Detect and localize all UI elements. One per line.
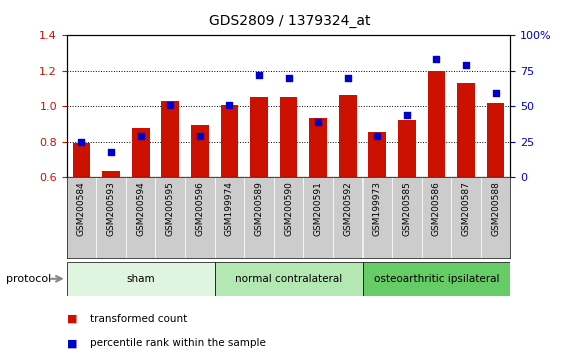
Text: GSM199973: GSM199973 [373,181,382,236]
Bar [309,118,327,177]
Bar [155,177,185,258]
Text: GSM200587: GSM200587 [462,181,470,236]
Text: GSM199974: GSM199974 [225,181,234,236]
Point [284,75,293,81]
Bar [215,262,362,296]
Point [491,91,500,96]
Point [136,133,145,139]
Bar [339,95,357,177]
Bar [244,177,274,258]
Bar [457,83,475,177]
Text: GSM200586: GSM200586 [432,181,441,236]
Bar [132,128,150,177]
Bar [333,177,362,258]
Text: sham: sham [126,274,155,284]
Bar [215,177,244,258]
Bar [427,71,445,177]
Text: transformed count: transformed count [90,314,187,324]
Point [195,133,204,139]
Point [166,102,175,108]
Text: GSM200584: GSM200584 [77,181,86,236]
Bar [102,171,120,177]
Bar [67,262,215,296]
Bar [72,143,90,177]
Point [432,57,441,62]
Text: percentile rank within the sample: percentile rank within the sample [90,338,266,348]
Text: GSM200596: GSM200596 [195,181,204,236]
Bar [280,97,298,177]
Bar [274,177,303,258]
Text: GSM200592: GSM200592 [343,181,352,236]
Point [462,62,471,68]
Point [107,149,116,154]
Bar [451,177,481,258]
Bar [185,177,215,258]
Bar [250,97,268,177]
Point [77,139,86,144]
Text: GSM200593: GSM200593 [107,181,115,236]
Text: GSM200591: GSM200591 [314,181,322,236]
Text: GDS2809 / 1379324_at: GDS2809 / 1379324_at [209,14,371,28]
Bar [161,101,179,177]
Text: ■: ■ [67,338,77,348]
Text: osteoarthritic ipsilateral: osteoarthritic ipsilateral [374,274,499,284]
Bar [220,105,238,177]
Text: protocol: protocol [6,274,51,284]
Point [224,102,234,108]
Bar [362,177,392,258]
Text: GSM200594: GSM200594 [136,181,145,236]
Bar [487,103,505,177]
Point [313,119,322,125]
Bar [96,177,126,258]
Bar [398,120,416,177]
Bar [191,125,209,177]
Point [343,75,352,81]
Point [372,133,382,139]
Point [255,72,264,78]
Text: GSM200589: GSM200589 [255,181,263,236]
Bar [422,177,451,258]
Text: GSM200585: GSM200585 [403,181,411,236]
Bar [126,177,155,258]
Bar [303,177,333,258]
Text: GSM200588: GSM200588 [491,181,500,236]
Text: ■: ■ [67,314,77,324]
Bar [392,177,422,258]
Bar [368,132,386,177]
Point [403,112,412,118]
Text: normal contralateral: normal contralateral [235,274,342,284]
Text: GSM200590: GSM200590 [284,181,293,236]
Text: GSM200595: GSM200595 [166,181,175,236]
Bar [481,177,510,258]
Bar [67,177,96,258]
Bar [362,262,510,296]
